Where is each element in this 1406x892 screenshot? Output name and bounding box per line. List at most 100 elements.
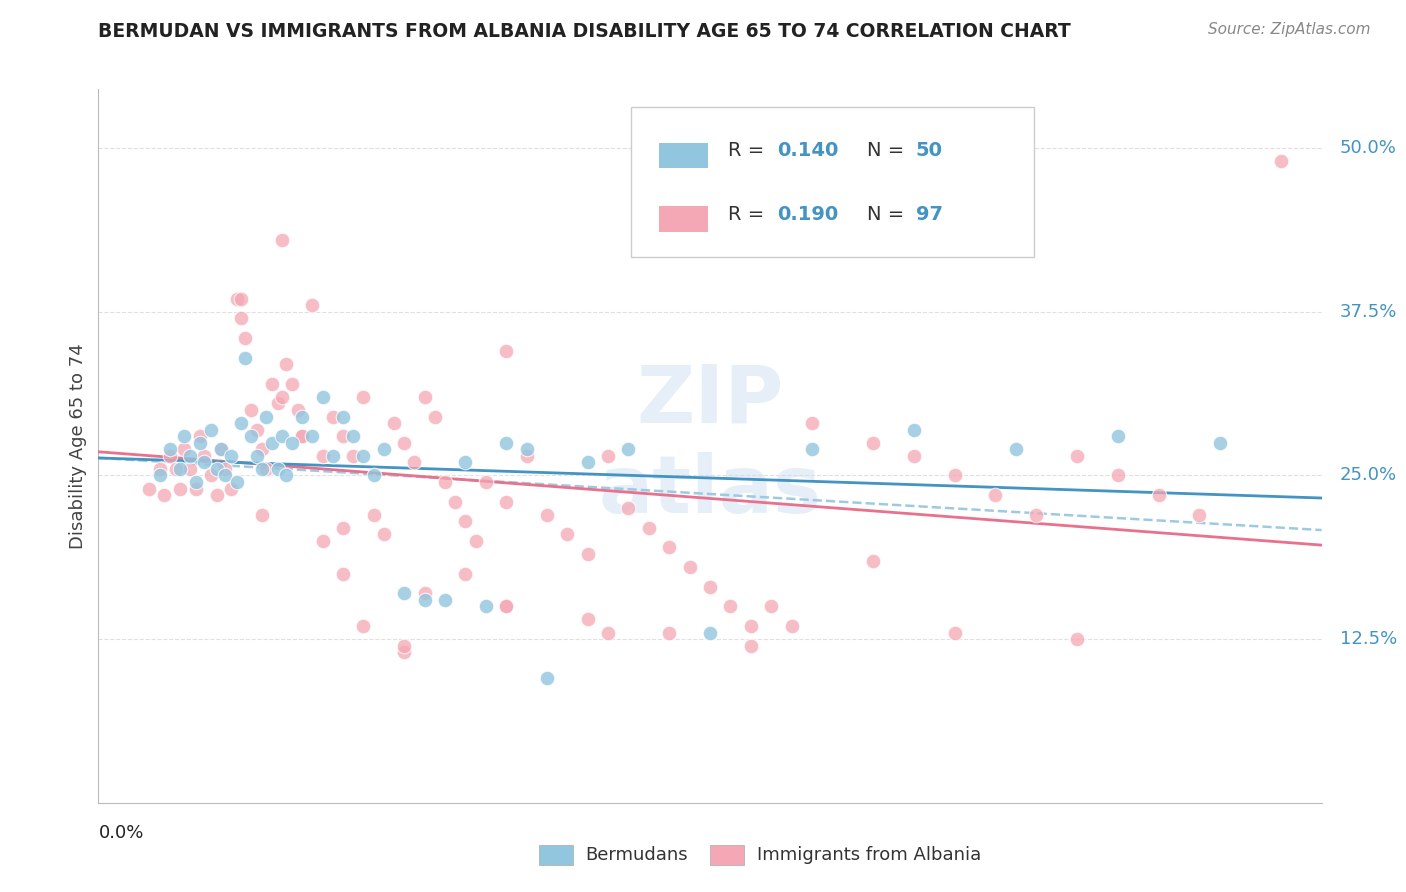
Point bbox=[862, 553, 884, 567]
Point bbox=[240, 403, 263, 417]
Point bbox=[301, 429, 323, 443]
Point bbox=[231, 311, 253, 326]
Point bbox=[205, 488, 228, 502]
Text: 0.0%: 0.0% bbox=[98, 824, 143, 842]
Text: ZIP
atlas: ZIP atlas bbox=[599, 362, 821, 530]
Point bbox=[464, 533, 486, 548]
Text: N =: N = bbox=[866, 141, 910, 160]
Point bbox=[219, 482, 242, 496]
Text: Immigrants from Albania: Immigrants from Albania bbox=[756, 846, 981, 863]
Point bbox=[718, 599, 742, 614]
Point bbox=[173, 429, 195, 443]
Point bbox=[352, 619, 374, 633]
Point bbox=[495, 599, 517, 614]
Point bbox=[226, 475, 249, 489]
Point bbox=[169, 462, 191, 476]
Text: N =: N = bbox=[866, 204, 910, 224]
Point bbox=[352, 390, 374, 404]
Point bbox=[186, 475, 208, 489]
Point bbox=[1270, 154, 1292, 169]
Point bbox=[413, 586, 436, 600]
Point bbox=[454, 514, 477, 528]
Point bbox=[1025, 508, 1047, 522]
Point bbox=[301, 298, 323, 312]
Point bbox=[169, 482, 191, 496]
Point bbox=[342, 449, 364, 463]
Point bbox=[260, 435, 283, 450]
Text: 0.140: 0.140 bbox=[778, 141, 839, 160]
Text: Source: ZipAtlas.com: Source: ZipAtlas.com bbox=[1208, 22, 1371, 37]
FancyBboxPatch shape bbox=[658, 206, 707, 232]
Point bbox=[373, 527, 395, 541]
Point bbox=[281, 435, 304, 450]
Text: BERMUDAN VS IMMIGRANTS FROM ALBANIA DISABILITY AGE 65 TO 74 CORRELATION CHART: BERMUDAN VS IMMIGRANTS FROM ALBANIA DISA… bbox=[98, 22, 1071, 41]
FancyBboxPatch shape bbox=[630, 107, 1035, 257]
Point bbox=[903, 423, 925, 437]
Point bbox=[536, 672, 558, 686]
Point bbox=[179, 449, 201, 463]
Point bbox=[226, 292, 249, 306]
Point bbox=[214, 468, 236, 483]
Text: Bermudans: Bermudans bbox=[585, 846, 688, 863]
Text: 50: 50 bbox=[915, 141, 942, 160]
Point bbox=[209, 442, 232, 457]
Point bbox=[311, 449, 335, 463]
Point bbox=[576, 547, 599, 561]
Point bbox=[699, 625, 721, 640]
Text: R =: R = bbox=[728, 141, 770, 160]
Point bbox=[200, 468, 222, 483]
Point bbox=[423, 409, 446, 424]
Point bbox=[205, 462, 228, 476]
Point bbox=[392, 586, 416, 600]
Point bbox=[1107, 429, 1129, 443]
Point bbox=[352, 449, 374, 463]
Point bbox=[495, 494, 517, 508]
Point bbox=[270, 429, 292, 443]
Point bbox=[801, 442, 824, 457]
Point bbox=[149, 462, 172, 476]
Y-axis label: Disability Age 65 to 74: Disability Age 65 to 74 bbox=[69, 343, 87, 549]
Point bbox=[291, 429, 314, 443]
Point bbox=[188, 429, 212, 443]
Point bbox=[138, 482, 160, 496]
Text: 12.5%: 12.5% bbox=[1340, 630, 1398, 648]
Point bbox=[658, 625, 681, 640]
FancyBboxPatch shape bbox=[538, 845, 574, 865]
Point bbox=[267, 462, 290, 476]
Point bbox=[382, 416, 405, 430]
Point bbox=[332, 521, 354, 535]
Point bbox=[233, 351, 256, 365]
Point bbox=[516, 442, 538, 457]
Point bbox=[801, 194, 824, 208]
Point bbox=[984, 488, 1007, 502]
Point bbox=[474, 475, 498, 489]
Point bbox=[495, 344, 517, 359]
Point bbox=[495, 599, 517, 614]
Point bbox=[159, 442, 181, 457]
Point bbox=[536, 508, 558, 522]
Point bbox=[267, 396, 290, 410]
Point bbox=[617, 442, 640, 457]
Point bbox=[1107, 468, 1129, 483]
Point bbox=[231, 292, 253, 306]
Point bbox=[311, 390, 335, 404]
Point bbox=[231, 416, 253, 430]
Point bbox=[780, 619, 803, 633]
Point bbox=[159, 449, 181, 463]
Point bbox=[740, 639, 762, 653]
Point bbox=[576, 455, 599, 469]
Point bbox=[214, 462, 236, 476]
Point bbox=[555, 527, 579, 541]
FancyBboxPatch shape bbox=[710, 845, 744, 865]
Point bbox=[433, 592, 456, 607]
Point bbox=[943, 468, 966, 483]
Text: 97: 97 bbox=[915, 204, 942, 224]
Point bbox=[598, 449, 620, 463]
Point bbox=[254, 409, 277, 424]
Point bbox=[516, 449, 538, 463]
Point bbox=[179, 462, 201, 476]
Point bbox=[322, 449, 344, 463]
Point bbox=[1147, 488, 1170, 502]
Point bbox=[240, 429, 263, 443]
Point bbox=[186, 482, 208, 496]
